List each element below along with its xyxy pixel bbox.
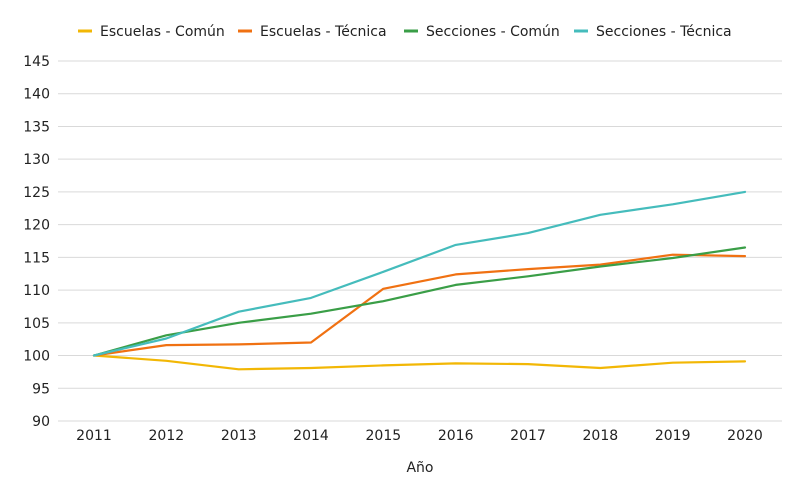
x-tick-label: 2017 [510, 428, 546, 444]
x-tick-label: 2020 [727, 428, 763, 444]
legend-label: Secciones - Técnica [596, 24, 732, 40]
series-lines [92, 190, 747, 371]
x-tick-label: 2019 [655, 428, 691, 444]
x-tick-label: 2011 [76, 428, 112, 444]
x-tick-label: 2012 [149, 428, 185, 444]
y-tick-label: 95 [32, 381, 50, 397]
x-axis-title: Año [406, 460, 433, 476]
y-axis-ticks: 90 95 100 105 110 115 120 125 130 135 140 145 [23, 54, 50, 430]
x-tick-label: 2018 [583, 428, 619, 444]
y-tick-label: 130 [23, 152, 50, 168]
y-tick-label: 110 [23, 283, 50, 299]
y-tick-label: 120 [23, 218, 50, 234]
x-axis-ticks: 2011 2012 2013 2014 2015 2016 2017 2018 2019 2020 [76, 428, 763, 444]
legend-label: Escuelas - Común [100, 24, 225, 40]
legend-label: Escuelas - Técnica [260, 24, 387, 40]
x-tick-label: 2016 [438, 428, 474, 444]
y-tick-label: 125 [23, 185, 50, 201]
series-line-2 [92, 253, 747, 357]
series-line-3 [92, 246, 747, 357]
y-tick-label: 100 [23, 349, 50, 365]
y-tick-label: 135 [23, 119, 50, 135]
x-tick-label: 2015 [366, 428, 402, 444]
legend-label: Secciones - Común [426, 24, 560, 40]
y-tick-label: 115 [23, 250, 50, 266]
x-tick-label: 2013 [221, 428, 257, 444]
y-tick-label: 90 [32, 414, 50, 430]
y-tick-label: 105 [23, 316, 50, 332]
series-line-4 [92, 190, 747, 357]
y-tick-label: 140 [23, 87, 50, 103]
y-tick-label: 145 [23, 54, 50, 70]
legend: Escuelas - Común Escuelas - Técnica Seccio… [78, 24, 732, 40]
x-tick-label: 2014 [293, 428, 329, 444]
series-line-1 [92, 354, 747, 371]
gridlines [58, 60, 782, 422]
